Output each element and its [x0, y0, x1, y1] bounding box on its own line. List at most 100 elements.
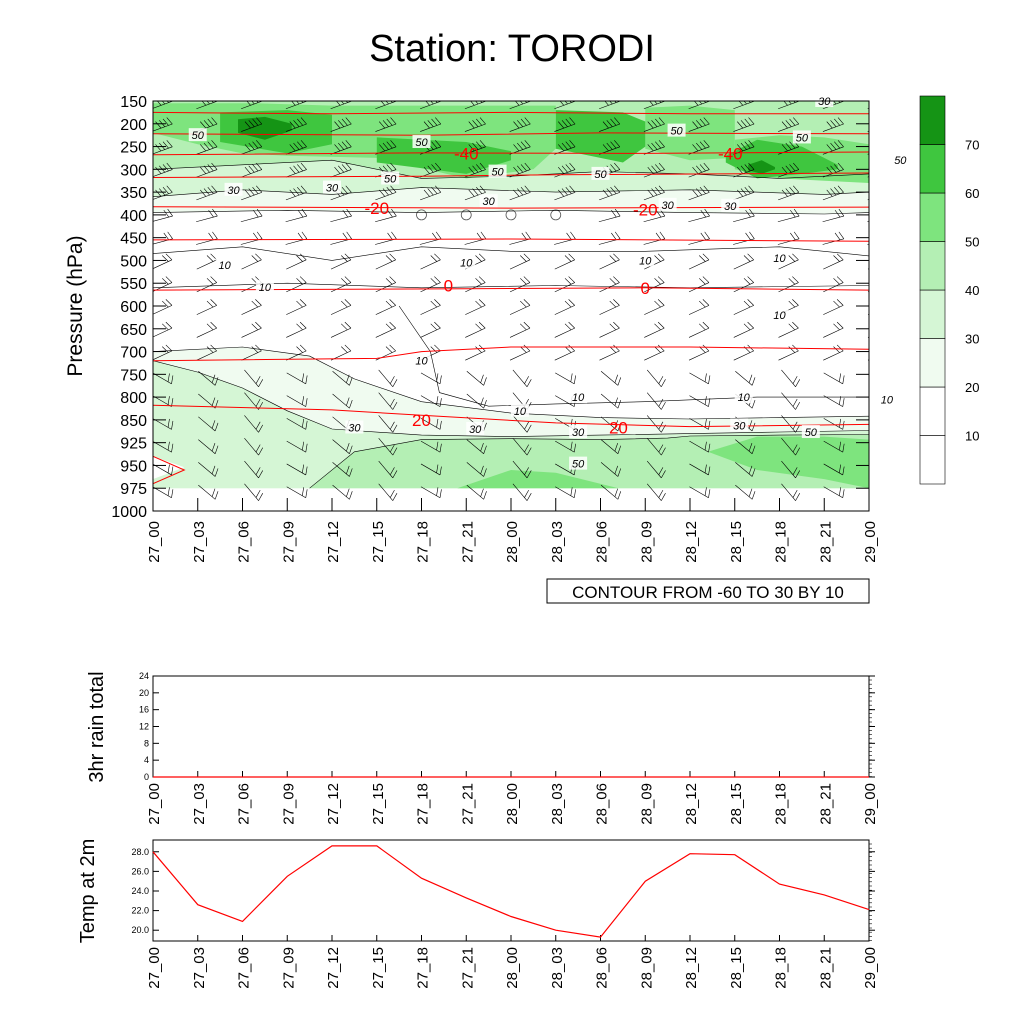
wind-barb-feather — [654, 255, 661, 262]
colorbar-label: 70 — [965, 138, 979, 153]
wind-barb-shaft — [689, 440, 709, 453]
wind-barb-feather — [513, 189, 520, 197]
wind-barb-feather — [836, 299, 844, 306]
wind-barb-feather — [609, 101, 613, 105]
wind-barb-feather — [165, 253, 173, 261]
wind-barb-feather — [737, 121, 744, 129]
wind-barb-shaft — [509, 192, 531, 201]
wind-barb-feather — [389, 467, 395, 475]
y-tick-label: 20.0 — [131, 925, 149, 935]
wind-barb-feather — [523, 321, 531, 329]
wind-barb-feather — [171, 375, 174, 384]
wind-barb-feather — [475, 346, 482, 353]
wind-barb-shaft — [375, 215, 397, 223]
wind-barb-feather — [341, 300, 348, 308]
wind-barb-feather — [200, 189, 207, 197]
wind-barb-feather — [389, 344, 396, 352]
wind-barb-feather — [526, 493, 532, 501]
wind-barb-feather — [613, 321, 620, 329]
temperature-contour-label: -40 — [718, 144, 743, 163]
label-backdrop — [667, 123, 686, 137]
wind-barb-feather — [423, 189, 430, 197]
wind-barb-feather — [300, 162, 307, 170]
speed-contour-line — [153, 159, 869, 179]
wind-barb-shaft — [198, 462, 216, 477]
wind-barb-feather — [699, 118, 706, 126]
label-backdrop — [636, 253, 655, 267]
pressure-tick-label: 550 — [120, 276, 147, 293]
wind-barb-feather — [573, 489, 576, 498]
page-title: Station: TORODI — [369, 28, 655, 70]
wind-barb-feather — [614, 208, 621, 217]
temp-panel: 20.0 22.0 24.0 26.0 28.0 27_00 27_03 27_06 27_09… — [77, 839, 879, 989]
pressure-tick-label: 400 — [120, 208, 147, 225]
wind-barb-shaft — [778, 282, 799, 293]
wind-barb-feather — [614, 465, 618, 475]
wind-barb-feather — [647, 144, 654, 152]
wind-barb-feather — [559, 101, 565, 106]
wind-barb-feather — [659, 101, 662, 103]
speed-contour-line — [153, 346, 869, 420]
wind-barb-feather — [436, 418, 439, 428]
x-tick-label: 27_06 — [236, 783, 253, 825]
wind-barb-shaft — [375, 282, 396, 293]
wind-barb-feather — [479, 117, 486, 125]
wind-barb-feather — [606, 142, 613, 150]
x-tick-label: 28_09 — [638, 947, 655, 989]
wind-barb-feather — [520, 255, 527, 262]
wind-barb-feather — [788, 300, 796, 308]
wind-barb-feather — [385, 346, 393, 353]
wind-barb-feather — [748, 374, 753, 383]
wind-barb-feather — [526, 470, 532, 479]
wind-barb-shaft — [643, 101, 665, 110]
wind-barb-shaft — [466, 462, 484, 477]
label-backdrop — [770, 308, 789, 322]
label-backdrop — [658, 197, 677, 211]
speed-contour-label: 30 — [345, 420, 364, 434]
wind-barb-feather — [651, 165, 658, 173]
wind-barb-feather — [382, 188, 389, 196]
wind-barb-shaft — [509, 305, 531, 315]
wind-barb-feather — [345, 140, 352, 147]
wind-barb-shaft — [822, 146, 844, 155]
wind-barb-feather — [389, 276, 396, 283]
wind-barb-feather — [872, 190, 878, 196]
wind-barb-feather — [744, 187, 751, 194]
wind-barb-feather — [561, 120, 568, 127]
wind-barb-feather — [207, 118, 214, 126]
wind-barb-feather — [525, 231, 531, 239]
y-tick-label: 26.0 — [131, 866, 149, 876]
wind-barb-feather — [305, 489, 308, 498]
wind-barb-feather — [613, 344, 620, 352]
wind-barb-feather — [200, 144, 207, 152]
wind-barb-feather — [570, 231, 576, 239]
wind-barb-shaft — [599, 259, 620, 270]
wind-barb-shaft — [870, 462, 887, 476]
wind-barb-feather — [561, 165, 568, 173]
wind-barb-feather — [258, 379, 264, 387]
wind-barb-shaft — [153, 350, 173, 361]
wind-barb-feather — [480, 465, 484, 475]
temp-series — [152, 845, 870, 938]
wind-barb-feather — [708, 466, 711, 475]
wind-barb-shaft — [688, 305, 710, 315]
wind-barb-shaft — [332, 484, 350, 500]
wind-barb-feather — [165, 276, 173, 283]
wind-barb-feather — [833, 300, 840, 308]
wind-barb-shaft — [599, 327, 620, 338]
wind-barb-feather — [389, 299, 396, 306]
wind-barb-feather — [517, 142, 524, 150]
temperature-contour-label: -20 — [364, 199, 389, 218]
wind-barb-feather — [475, 255, 482, 262]
wind-barb-feather — [211, 397, 216, 406]
speed-contour-line — [398, 305, 869, 407]
wind-barb-feather — [749, 208, 755, 217]
speed-contour-label: 10 — [215, 258, 234, 272]
y-tick-label: 20 — [139, 688, 149, 698]
wind-barb-shaft — [823, 327, 844, 338]
wind-barb-feather — [480, 374, 484, 383]
x-tick-label: 28_06 — [594, 783, 611, 825]
wind-barb-feather — [566, 232, 572, 241]
label-backdrop — [255, 279, 274, 293]
speed-label-text: 50 — [384, 173, 397, 185]
